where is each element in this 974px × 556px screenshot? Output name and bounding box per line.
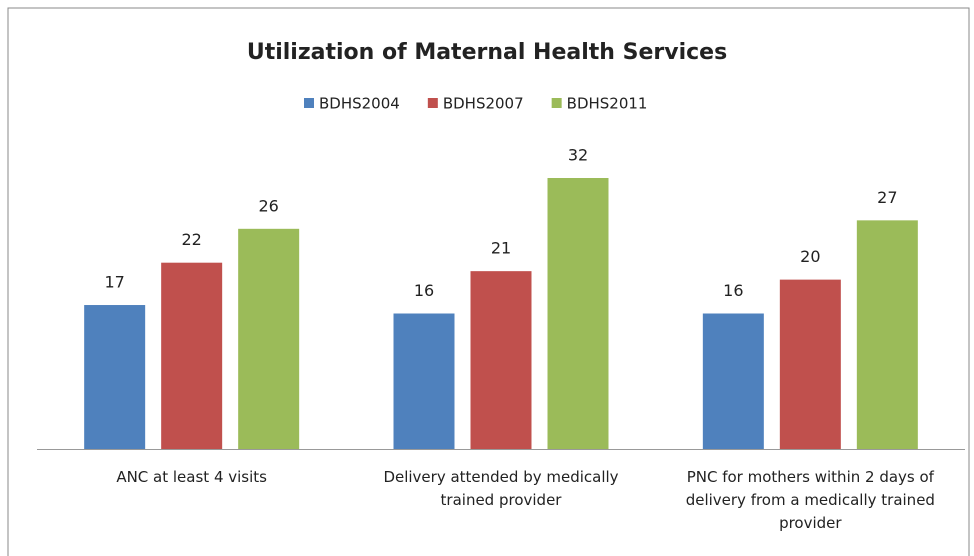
data-label: 32 xyxy=(568,146,588,165)
data-label: 27 xyxy=(877,188,897,207)
data-label: 21 xyxy=(491,239,511,258)
x-tick-label: PNC for mothers within 2 days of deliver… xyxy=(685,468,935,532)
data-label: 26 xyxy=(258,196,278,215)
bar xyxy=(702,313,764,449)
data-label: 17 xyxy=(104,273,124,292)
legend-label: BDHS2004 xyxy=(319,95,400,113)
legend-swatch xyxy=(427,98,438,108)
bar xyxy=(238,228,300,449)
data-label: 22 xyxy=(181,230,201,249)
x-tick-label: Delivery attended by medically trained p… xyxy=(383,468,619,509)
chart-title: Utilization of Maternal Health Services xyxy=(247,40,727,65)
bar xyxy=(779,279,841,449)
bar xyxy=(393,313,455,449)
legend-swatch xyxy=(304,98,314,108)
legend-swatch xyxy=(551,98,562,108)
bar xyxy=(856,220,918,449)
bar xyxy=(470,271,532,449)
data-label: 16 xyxy=(414,281,434,300)
x-tick-label: ANC at least 4 visits xyxy=(116,468,267,486)
legend-label: BDHS2011 xyxy=(567,95,648,113)
bar xyxy=(161,262,223,449)
bar xyxy=(84,305,146,449)
data-label: 20 xyxy=(800,247,820,266)
data-label: 16 xyxy=(723,281,743,300)
legend-label: BDHS2007 xyxy=(443,95,524,113)
bar xyxy=(547,178,609,449)
